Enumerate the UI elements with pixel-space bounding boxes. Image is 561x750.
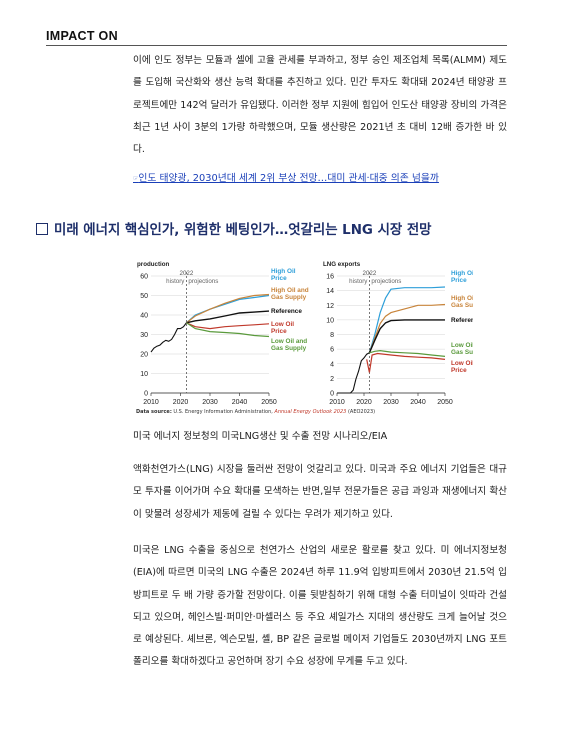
x-tick-label: 2050 (437, 399, 453, 406)
y-tick-label: 14 (326, 288, 334, 295)
projections-label: projections (188, 278, 218, 285)
figure-source-note: Data source: U.S. Energy Information Adm… (136, 409, 375, 415)
source-label: Data source: (136, 409, 172, 415)
history-label: history (349, 278, 368, 285)
x-tick-label: 2050 (261, 399, 277, 406)
paragraph-lng-outlook: 액화천연가스(LNG) 시장을 둘러싼 전망이 엇갈리고 있다. 미국과 주요 … (133, 464, 507, 520)
series-line (368, 319, 445, 354)
series-line (368, 286, 446, 353)
impact-on-logo: IMPACT ON (46, 29, 118, 43)
header-divider (46, 45, 507, 46)
lng-figure: 0 10 20 30 40 50 60 2010 2020 2030 2040 2050 product… (133, 256, 489, 422)
series-line (186, 293, 270, 324)
figure-caption: 미국 에너지 정보청의 미국LNG생산 및 수출 전망 시나리오/EIA (133, 431, 388, 442)
source-italic: Annual Energy Outlook 2023 (274, 409, 347, 415)
series-label: Low Oil Price (451, 360, 473, 374)
y-tick-label: 50 (140, 293, 148, 300)
y-tick-label: 0 (330, 391, 334, 398)
series-label: Reference (271, 308, 302, 315)
source-text: U.S. Energy Information Administration, (173, 409, 273, 415)
x-tick-label: 2010 (329, 399, 345, 406)
history-label: history (166, 278, 185, 285)
y-tick-label: 16 (326, 274, 334, 281)
y-tick-label: 4 (330, 361, 334, 368)
x-tick-label: 2040 (232, 399, 248, 406)
divider-year-label: 2022 (363, 270, 377, 277)
y-tick-label: 6 (330, 347, 334, 354)
y-tick-label: 2 (330, 376, 334, 383)
series-label: Reference (451, 317, 473, 324)
series-line (186, 294, 270, 324)
related-article-link[interactable]: ☞인도 태양광, 2030년대 세계 2위 부상 전망…대미 관세·대중 의존 … (133, 170, 439, 184)
x-tick-label: 2020 (173, 399, 189, 406)
series-line (186, 322, 270, 330)
projections-label: projections (371, 278, 401, 285)
history-series-line (337, 352, 370, 394)
x-tick-label: 2010 (143, 399, 159, 406)
x-tick-label: 2020 (356, 399, 372, 406)
history-series-line (150, 322, 187, 353)
section-heading: 미래 에너지 핵심인가, 위험한 베팅인가…엇갈리는 LNG 시장 전망 (36, 218, 432, 238)
x-tick-label: 2030 (383, 399, 399, 406)
x-tick-label: 2040 (410, 399, 426, 406)
checkbox-square-icon (36, 223, 48, 235)
y-tick-label: 60 (140, 274, 148, 281)
source-tail: (AEO2023) (347, 409, 376, 415)
paragraph-india-solar: 이에 인도 정부는 모듈과 셀에 고율 관세를 부과하고, 정부 승인 제조업체… (133, 55, 507, 156)
series-line (368, 303, 446, 354)
section-heading-text: 미래 에너지 핵심인가, 위험한 베팅인가…엇갈리는 LNG 시장 전망 (54, 223, 432, 238)
x-tick-label: 2030 (202, 399, 218, 406)
y-tick-label: 10 (326, 317, 334, 324)
y-tick-label: 0 (144, 391, 148, 398)
divider-year-label: 2022 (180, 270, 194, 277)
y-tick-label: 20 (140, 352, 148, 359)
paragraph-us-lng-exports: 미국은 LNG 수출을 중심으로 천연가스 산업의 새로운 활로를 찾고 있다.… (133, 545, 507, 668)
series-line (366, 352, 446, 373)
y-tick-label: 8 (330, 332, 334, 339)
y-tick-label: 40 (140, 313, 148, 320)
series-line (186, 322, 270, 338)
pointing-hand-icon: ☞ (133, 175, 139, 182)
y-tick-label: 30 (140, 332, 148, 339)
series-line (186, 310, 270, 324)
related-article-link-text: 인도 태양광, 2030년대 세계 2위 부상 전망…대미 관세·대중 의존 넘… (138, 173, 439, 184)
chart-title: LNG exports (323, 261, 361, 268)
series-line (369, 349, 446, 357)
y-tick-label: 12 (326, 303, 334, 310)
y-tick-label: 10 (140, 371, 148, 378)
chart-title: production (137, 261, 170, 268)
series-label: Low Oil Price (271, 321, 294, 335)
